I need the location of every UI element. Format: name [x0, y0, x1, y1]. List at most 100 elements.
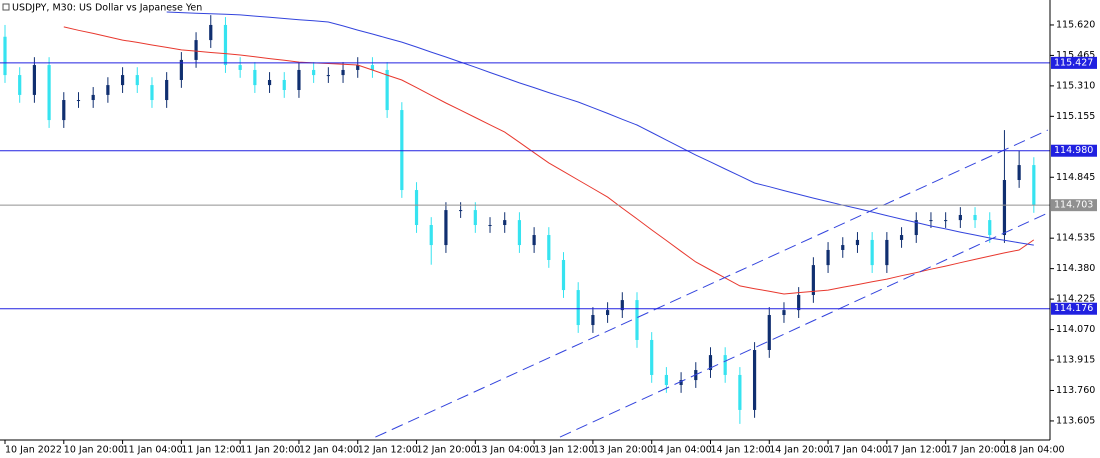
candle-body — [312, 69, 316, 76]
x-tick-label: 14 Jan 12:00 — [710, 445, 770, 456]
candle-body — [209, 24, 213, 41]
candle-body — [532, 235, 536, 246]
candle-body — [885, 239, 889, 266]
candle-body — [606, 310, 610, 316]
moving-average — [166, 11, 1034, 246]
x-tick-label: 12 Jan 12:00 — [358, 445, 418, 456]
price-level-box — [1051, 56, 1097, 69]
candle-body — [459, 210, 463, 212]
candle-body — [782, 310, 786, 316]
candle-body — [106, 85, 110, 95]
candle-body — [473, 210, 477, 226]
candle-body — [547, 235, 551, 260]
y-tick-label: 115.310 — [1056, 80, 1095, 91]
price-level-box — [1051, 199, 1097, 212]
candle-body — [223, 24, 228, 66]
candle-body — [958, 214, 962, 221]
candle-body — [32, 65, 36, 95]
candle-body — [267, 79, 272, 86]
candle-body — [1017, 165, 1021, 181]
candle-body — [3, 36, 7, 76]
candle-body — [238, 65, 242, 70]
chart-title: USDJPY, M30: US Dollar vs Japanese Yen — [12, 3, 202, 14]
price-level-box — [1051, 302, 1097, 315]
candle-body — [356, 65, 360, 70]
candle-body — [517, 220, 522, 246]
x-tick-label: 10 Jan 2022 — [5, 445, 62, 456]
x-tick-label: 11 Jan 12:00 — [181, 445, 241, 456]
y-tick-label: 114.535 — [1056, 233, 1095, 244]
y-tick-label: 113.760 — [1056, 385, 1095, 396]
candle-body — [944, 220, 948, 222]
candle-body — [973, 214, 977, 221]
candle-body — [414, 190, 419, 226]
candle-body — [429, 225, 433, 246]
candle-body — [47, 65, 51, 121]
y-tick-label: 114.845 — [1056, 172, 1095, 183]
candle-body — [253, 69, 257, 86]
channel-line — [559, 212, 1049, 438]
candle-body — [1002, 180, 1007, 236]
y-tick-label: 115.465 — [1056, 50, 1095, 61]
candle-body — [679, 380, 683, 385]
candle-body — [297, 69, 301, 91]
candle-body — [444, 210, 448, 246]
candle-body — [385, 69, 389, 111]
candle-body — [738, 374, 742, 410]
y-tick-label: 115.155 — [1056, 111, 1095, 122]
candle-body — [620, 300, 624, 311]
candle-body — [503, 220, 507, 226]
candle-body — [752, 349, 757, 410]
candle-body — [120, 75, 125, 86]
candle-body — [135, 75, 139, 86]
candle-body — [914, 220, 918, 236]
x-tick-label: 13 Jan 04:00 — [475, 445, 535, 456]
price-level-label: 114.980 — [1054, 145, 1093, 156]
candle-body — [561, 259, 566, 291]
candle-body — [76, 100, 81, 102]
candle-body — [929, 220, 933, 222]
candle-body — [664, 374, 668, 385]
x-tick-label: 14 Jan 04:00 — [652, 445, 712, 456]
candle-body — [1032, 165, 1036, 205]
x-tick-label: 13 Jan 12:00 — [534, 445, 594, 456]
y-tick-label: 113.915 — [1056, 355, 1095, 366]
y-tick-label: 114.070 — [1056, 324, 1095, 335]
y-tick-label: 113.605 — [1056, 415, 1095, 426]
candle-body — [797, 294, 801, 311]
candle-body — [18, 75, 22, 95]
candle-body — [194, 40, 198, 60]
candle-body — [165, 79, 169, 101]
y-tick-label: 115.620 — [1056, 19, 1095, 30]
candle-body — [826, 249, 830, 266]
x-tick-label: 17 Jan 04:00 — [828, 445, 888, 456]
price-level-label: 114.176 — [1054, 303, 1093, 314]
x-tick-label: 12 Jan 20:00 — [417, 445, 477, 456]
candle-body — [988, 220, 992, 236]
candle-body — [341, 69, 345, 76]
plot-area — [0, 11, 1050, 438]
candle-body — [150, 85, 154, 101]
x-tick-label: 12 Jan 04:00 — [299, 445, 359, 456]
candle-body — [591, 315, 595, 326]
x-tick-label: 17 Jan 20:00 — [946, 445, 1006, 456]
x-tick-label: 11 Jan 04:00 — [123, 445, 183, 456]
x-tick-label: 11 Jan 20:00 — [240, 445, 300, 456]
price-level-label: 115.427 — [1054, 57, 1093, 68]
x-tick-label: 14 Jan 20:00 — [769, 445, 829, 456]
candle-body — [400, 110, 404, 191]
candle-body — [841, 245, 845, 250]
candle-body — [326, 75, 330, 77]
x-tick-label: 10 Jan 20:00 — [64, 445, 124, 456]
x-tick-label: 13 Jan 20:00 — [593, 445, 653, 456]
y-tick-label: 114.380 — [1056, 263, 1095, 274]
candle-body — [899, 235, 904, 240]
channel-line — [375, 129, 1049, 438]
candle-body — [870, 239, 874, 266]
candle-body — [811, 265, 815, 295]
candle-body — [91, 94, 95, 101]
price-level-box — [1051, 144, 1097, 157]
candle-body — [708, 355, 713, 371]
x-tick-label: 18 Jan 04:00 — [1004, 445, 1064, 456]
